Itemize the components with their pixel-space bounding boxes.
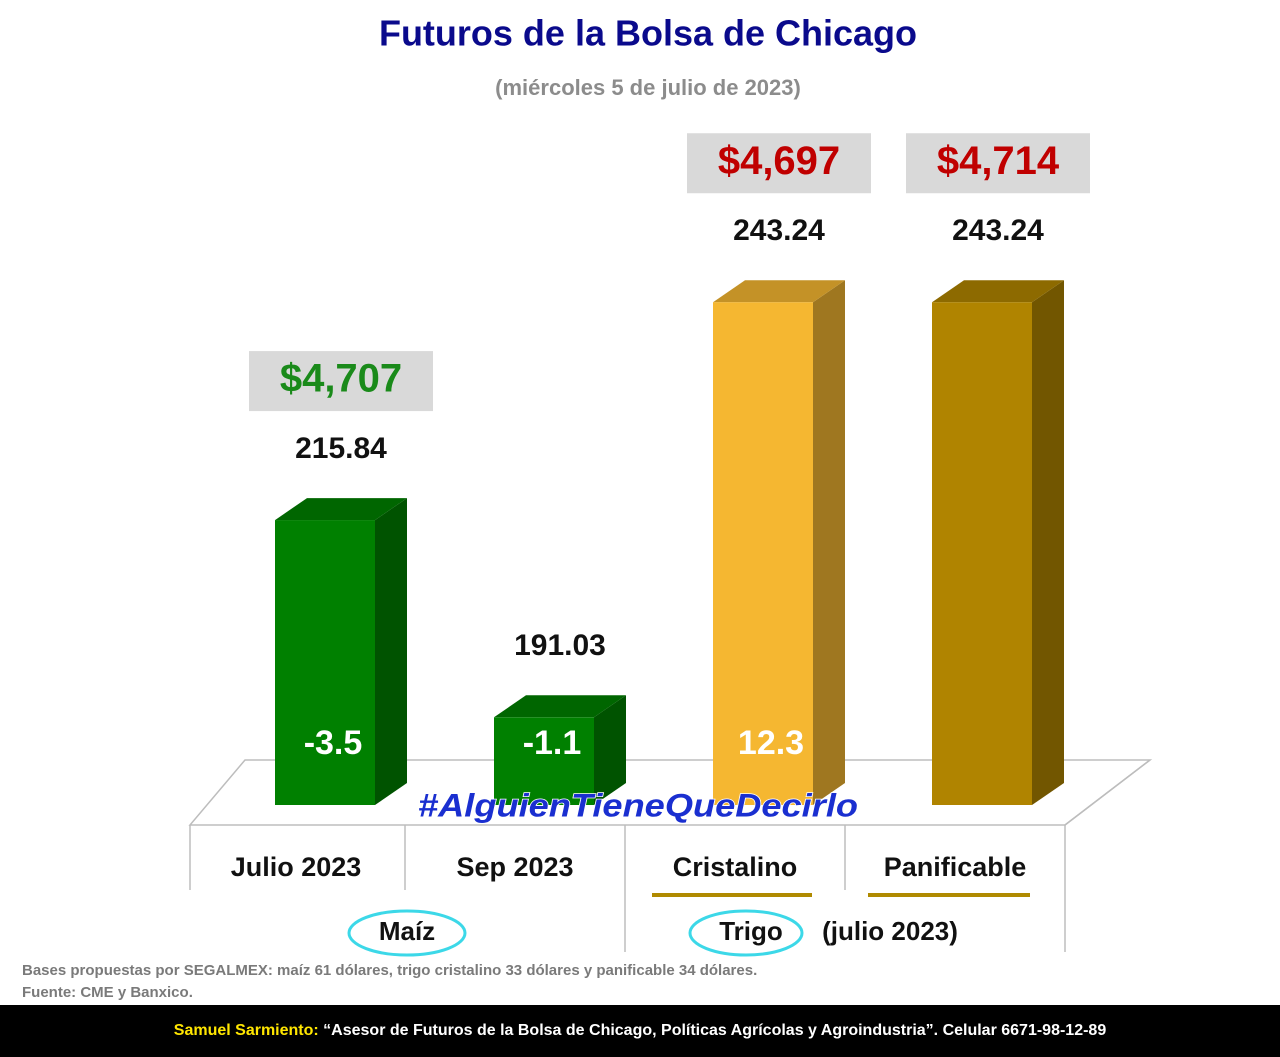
price-label: $4,707 <box>280 357 402 401</box>
value-label: 243.24 <box>952 214 1044 247</box>
price-box <box>249 351 433 412</box>
bar-top <box>494 695 626 718</box>
price-box <box>906 133 1090 194</box>
price-box <box>687 133 871 194</box>
note: Bases propuestas por SEGALMEX: maíz 61 d… <box>22 962 757 979</box>
x-tick-label: Sep 2023 <box>456 852 573 882</box>
bar-top <box>713 280 845 303</box>
bar-group <box>275 498 407 805</box>
bars <box>275 280 1064 805</box>
footer-band <box>0 1005 1280 1057</box>
group-label: (julio 2023) <box>822 916 958 946</box>
bar-side <box>375 498 407 805</box>
x-tick-label: Julio 2023 <box>231 852 362 882</box>
bar <box>713 302 813 805</box>
price-label: $4,714 <box>937 139 1060 183</box>
footer-author: Samuel Sarmiento: <box>174 1022 319 1039</box>
group-label: Maíz <box>379 916 435 946</box>
group-label: Trigo <box>719 916 783 946</box>
separators <box>189 759 1151 952</box>
bar-side <box>1032 280 1064 805</box>
bar-group <box>932 280 1064 805</box>
change-label: -3.5 <box>304 724 363 762</box>
bar-side <box>813 280 845 805</box>
value-label: 243.24 <box>733 214 825 247</box>
price-label: $4,697 <box>718 139 840 183</box>
hashtag: #AlguienTieneQueDecirlo <box>418 787 858 823</box>
chart-title: Futuros de la Bolsa de Chicago <box>379 13 917 54</box>
x-tick-label: Cristalino <box>673 852 798 882</box>
bar <box>494 717 594 805</box>
bar-top <box>275 498 407 521</box>
bar-group <box>713 280 845 805</box>
bar <box>275 520 375 805</box>
change-label: 12.3 <box>738 724 804 762</box>
highlight-circle <box>347 909 467 957</box>
bar-top <box>932 280 1064 303</box>
value-label: 215.84 <box>295 432 387 465</box>
chart-subtitle: (miércoles 5 de julio de 2023) <box>495 75 801 100</box>
value-label: 191.03 <box>514 629 606 662</box>
footer-text: “Asesor de Futuros de la Bolsa de Chicag… <box>319 1022 1107 1039</box>
highlight-circle <box>688 909 804 957</box>
bar-group <box>494 695 626 805</box>
bar-side <box>594 695 626 805</box>
footer: Samuel Sarmiento: “Asesor de Futuros de … <box>174 1022 1107 1039</box>
note: Fuente: CME y Banxico. <box>22 984 193 1001</box>
change-label: -1.1 <box>523 724 582 762</box>
bar <box>932 302 1032 805</box>
x-tick-label: Panificable <box>884 852 1027 882</box>
